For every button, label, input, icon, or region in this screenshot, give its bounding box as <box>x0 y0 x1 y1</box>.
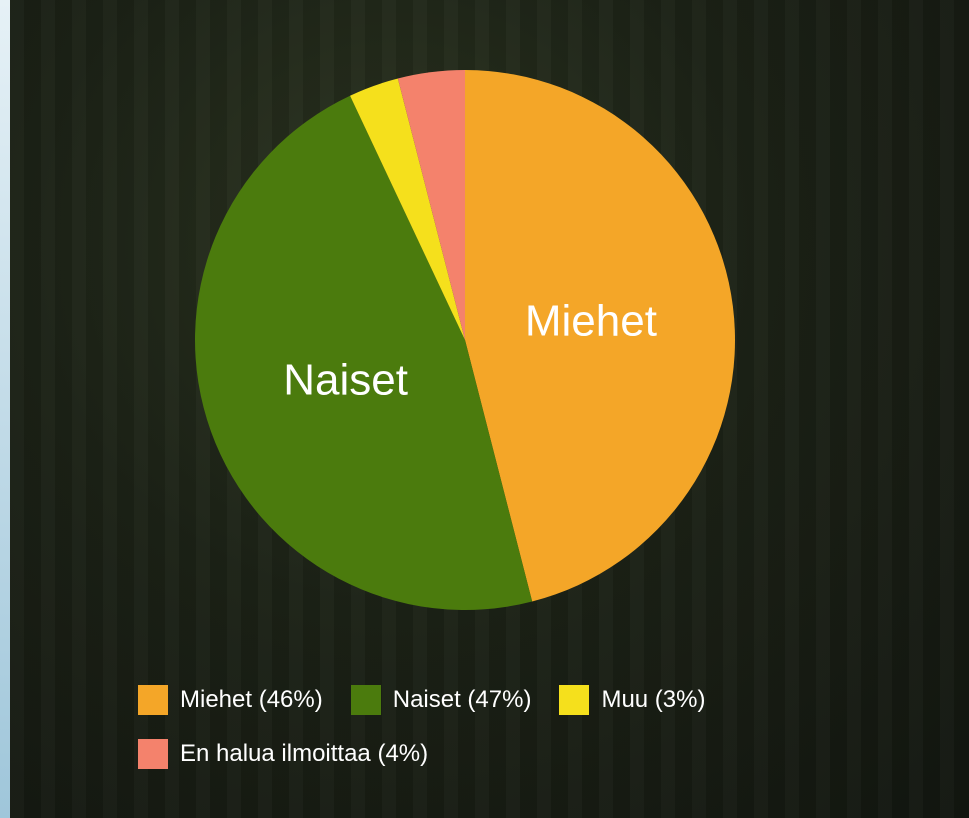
page: Miehet Naiset Miehet (46%) Naiset (47%) Muu… <box>0 0 969 818</box>
legend-item: Miehet (46%) <box>138 683 323 717</box>
legend-swatch <box>559 685 589 715</box>
legend-item: Naiset (47%) <box>351 683 532 717</box>
legend-label: Naiset (47%) <box>393 686 532 714</box>
legend-label: Miehet (46%) <box>180 686 323 714</box>
legend-label: En halua ilmoittaa (4%) <box>180 740 428 768</box>
slice-label: Naiset <box>283 356 408 405</box>
legend-item: En halua ilmoittaa (4%) <box>138 737 428 771</box>
legend-label: Muu (3%) <box>601 686 705 714</box>
legend: Miehet (46%) Naiset (47%) Muu (3%) En halua… <box>138 683 818 771</box>
legend-swatch <box>138 739 168 769</box>
slice-label: Miehet <box>525 297 657 346</box>
legend-swatch <box>138 685 168 715</box>
legend-item: Muu (3%) <box>559 683 705 717</box>
legend-swatch <box>351 685 381 715</box>
